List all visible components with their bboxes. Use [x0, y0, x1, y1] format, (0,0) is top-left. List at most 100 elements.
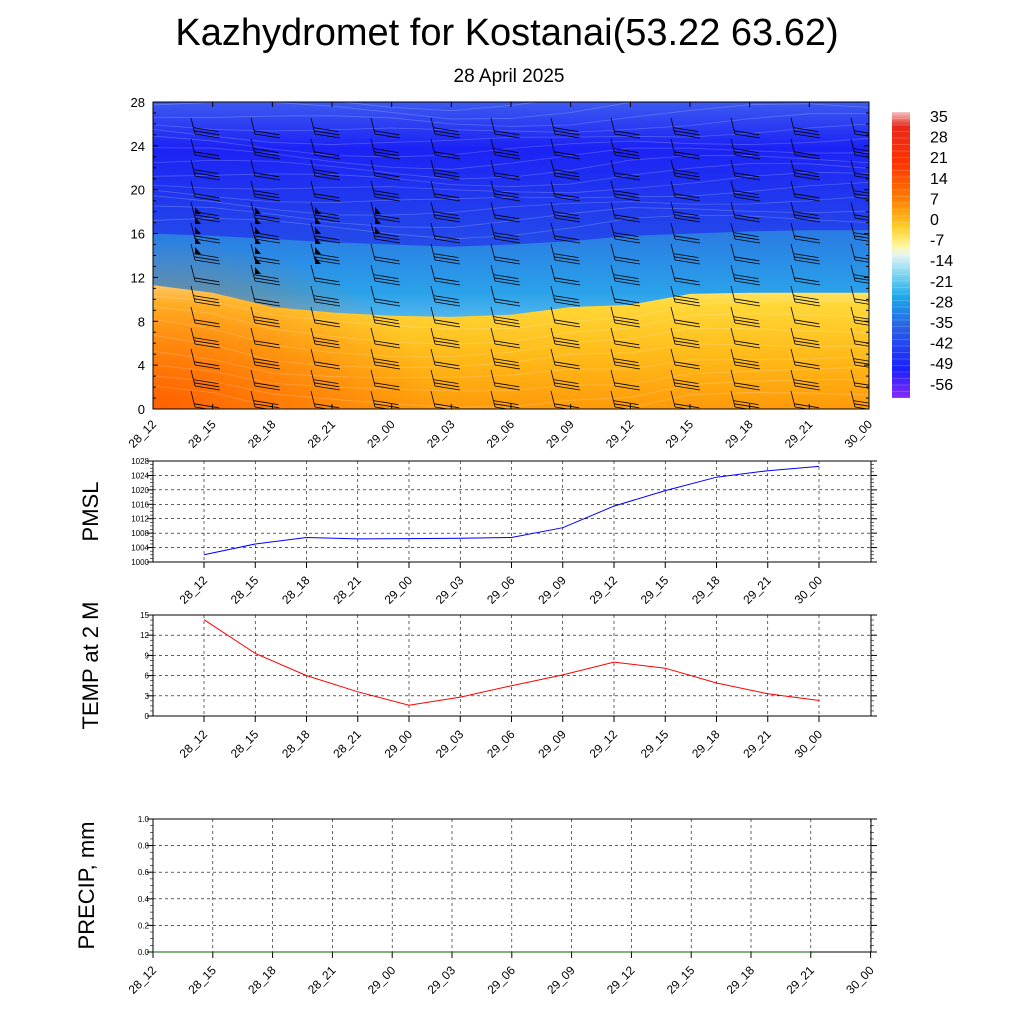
barb-feather — [434, 361, 460, 367]
barb-staff — [670, 117, 676, 135]
barb-staff — [190, 138, 196, 156]
barb-feather — [314, 151, 340, 157]
barb-staff — [610, 201, 616, 219]
wind-barb — [370, 201, 401, 223]
wind-barb — [850, 243, 869, 263]
barb-feather — [434, 280, 461, 286]
barb-staff — [370, 201, 376, 219]
barb-feather — [314, 133, 341, 139]
barb-feather — [494, 343, 521, 349]
wind-barb — [250, 348, 281, 370]
barb-feather — [674, 259, 701, 265]
wind-barb — [250, 138, 281, 160]
barb-feather — [854, 172, 869, 176]
barb-feather — [553, 253, 579, 258]
barb-feather — [374, 133, 401, 139]
barb-feather — [854, 151, 869, 155]
barb-feather — [554, 172, 580, 178]
barb-feather — [614, 196, 641, 202]
barb-feather — [434, 277, 460, 283]
barb-staff — [250, 222, 256, 240]
barb-feather — [254, 298, 280, 304]
barb-staff — [250, 306, 256, 324]
barb-feather — [854, 298, 869, 302]
barb-feather — [253, 190, 279, 195]
barb-feather — [493, 316, 519, 321]
wind-barb — [430, 243, 461, 265]
barb-staff — [490, 390, 496, 408]
barb-feather — [734, 385, 761, 391]
wind-barb — [670, 306, 701, 328]
isotherm-line — [153, 147, 869, 170]
barb-feather — [314, 361, 340, 367]
barb-feather — [433, 337, 459, 342]
barb-staff — [610, 159, 616, 177]
barb-feather — [674, 361, 700, 367]
barb-feather — [254, 256, 280, 262]
barb-staff — [310, 222, 316, 240]
y-tick-label: 0.4 — [138, 895, 150, 904]
wind-barb — [310, 390, 340, 409]
x-tick-label: 29_00 — [365, 963, 399, 997]
barb-feather — [494, 361, 520, 367]
barb-feather — [553, 169, 579, 174]
barb-staff — [670, 306, 676, 324]
barb-staff — [550, 222, 556, 240]
barb-feather — [434, 364, 461, 370]
barb-feather — [793, 211, 819, 216]
y-tick-label: 1000 — [131, 558, 149, 567]
barb-feather — [554, 133, 581, 139]
barb-feather — [794, 154, 821, 160]
barb-staff — [610, 327, 616, 345]
y-tick-label: 1004 — [131, 544, 149, 553]
barb-feather — [194, 259, 221, 265]
barb-staff — [550, 159, 556, 177]
y-tick-label: 1020 — [131, 486, 149, 495]
barb-staff — [250, 285, 256, 303]
x-tick-label: 29_18 — [689, 727, 723, 761]
barb-staff — [370, 369, 376, 387]
x-tick-label: 28_12 — [177, 573, 211, 607]
wind-barb — [550, 138, 581, 160]
barb-feather — [674, 364, 701, 370]
barb-staff — [850, 306, 856, 324]
wind-barb — [610, 222, 641, 244]
wind-barb — [550, 390, 580, 409]
wind-barb — [550, 159, 581, 181]
barb-staff — [730, 138, 736, 156]
wind-barb — [310, 222, 341, 244]
barb-feather — [434, 298, 460, 304]
barb-feather — [854, 214, 869, 218]
x-tick-label: 29_09 — [543, 417, 577, 451]
x-tick-label: 29_15 — [638, 573, 672, 607]
barb-feather — [254, 175, 281, 181]
barb-feather — [493, 232, 519, 237]
barb-staff — [490, 222, 496, 240]
barb-feather — [734, 193, 760, 199]
barb-staff — [550, 264, 556, 282]
pmsl-panel: 1000 1004 1008 1012 1016 1020 1024 1028 28_12 28_… — [78, 457, 877, 607]
barb-feather — [794, 277, 820, 283]
barb-staff — [310, 348, 316, 366]
barb-feather — [614, 277, 640, 283]
barb-feather — [314, 385, 341, 391]
wind-barb — [490, 201, 521, 223]
warm-core — [153, 239, 433, 409]
barb-feather — [254, 343, 281, 349]
barb-feather — [613, 190, 639, 195]
barb-feather — [854, 301, 869, 305]
barb-pennant — [315, 257, 321, 264]
barb-feather — [554, 406, 571, 409]
barb-feather — [314, 256, 340, 262]
barb-feather — [734, 406, 751, 409]
barb-feather — [674, 298, 700, 304]
wind-barb — [310, 306, 341, 328]
barb-staff — [610, 243, 616, 261]
barb-staff — [490, 201, 496, 219]
barb-staff — [310, 159, 316, 177]
wind-barb — [250, 327, 281, 349]
barb-staff — [610, 138, 616, 156]
wind-barb — [610, 180, 641, 202]
y-tick-label: 0 — [145, 712, 150, 721]
barb-feather — [254, 322, 281, 328]
